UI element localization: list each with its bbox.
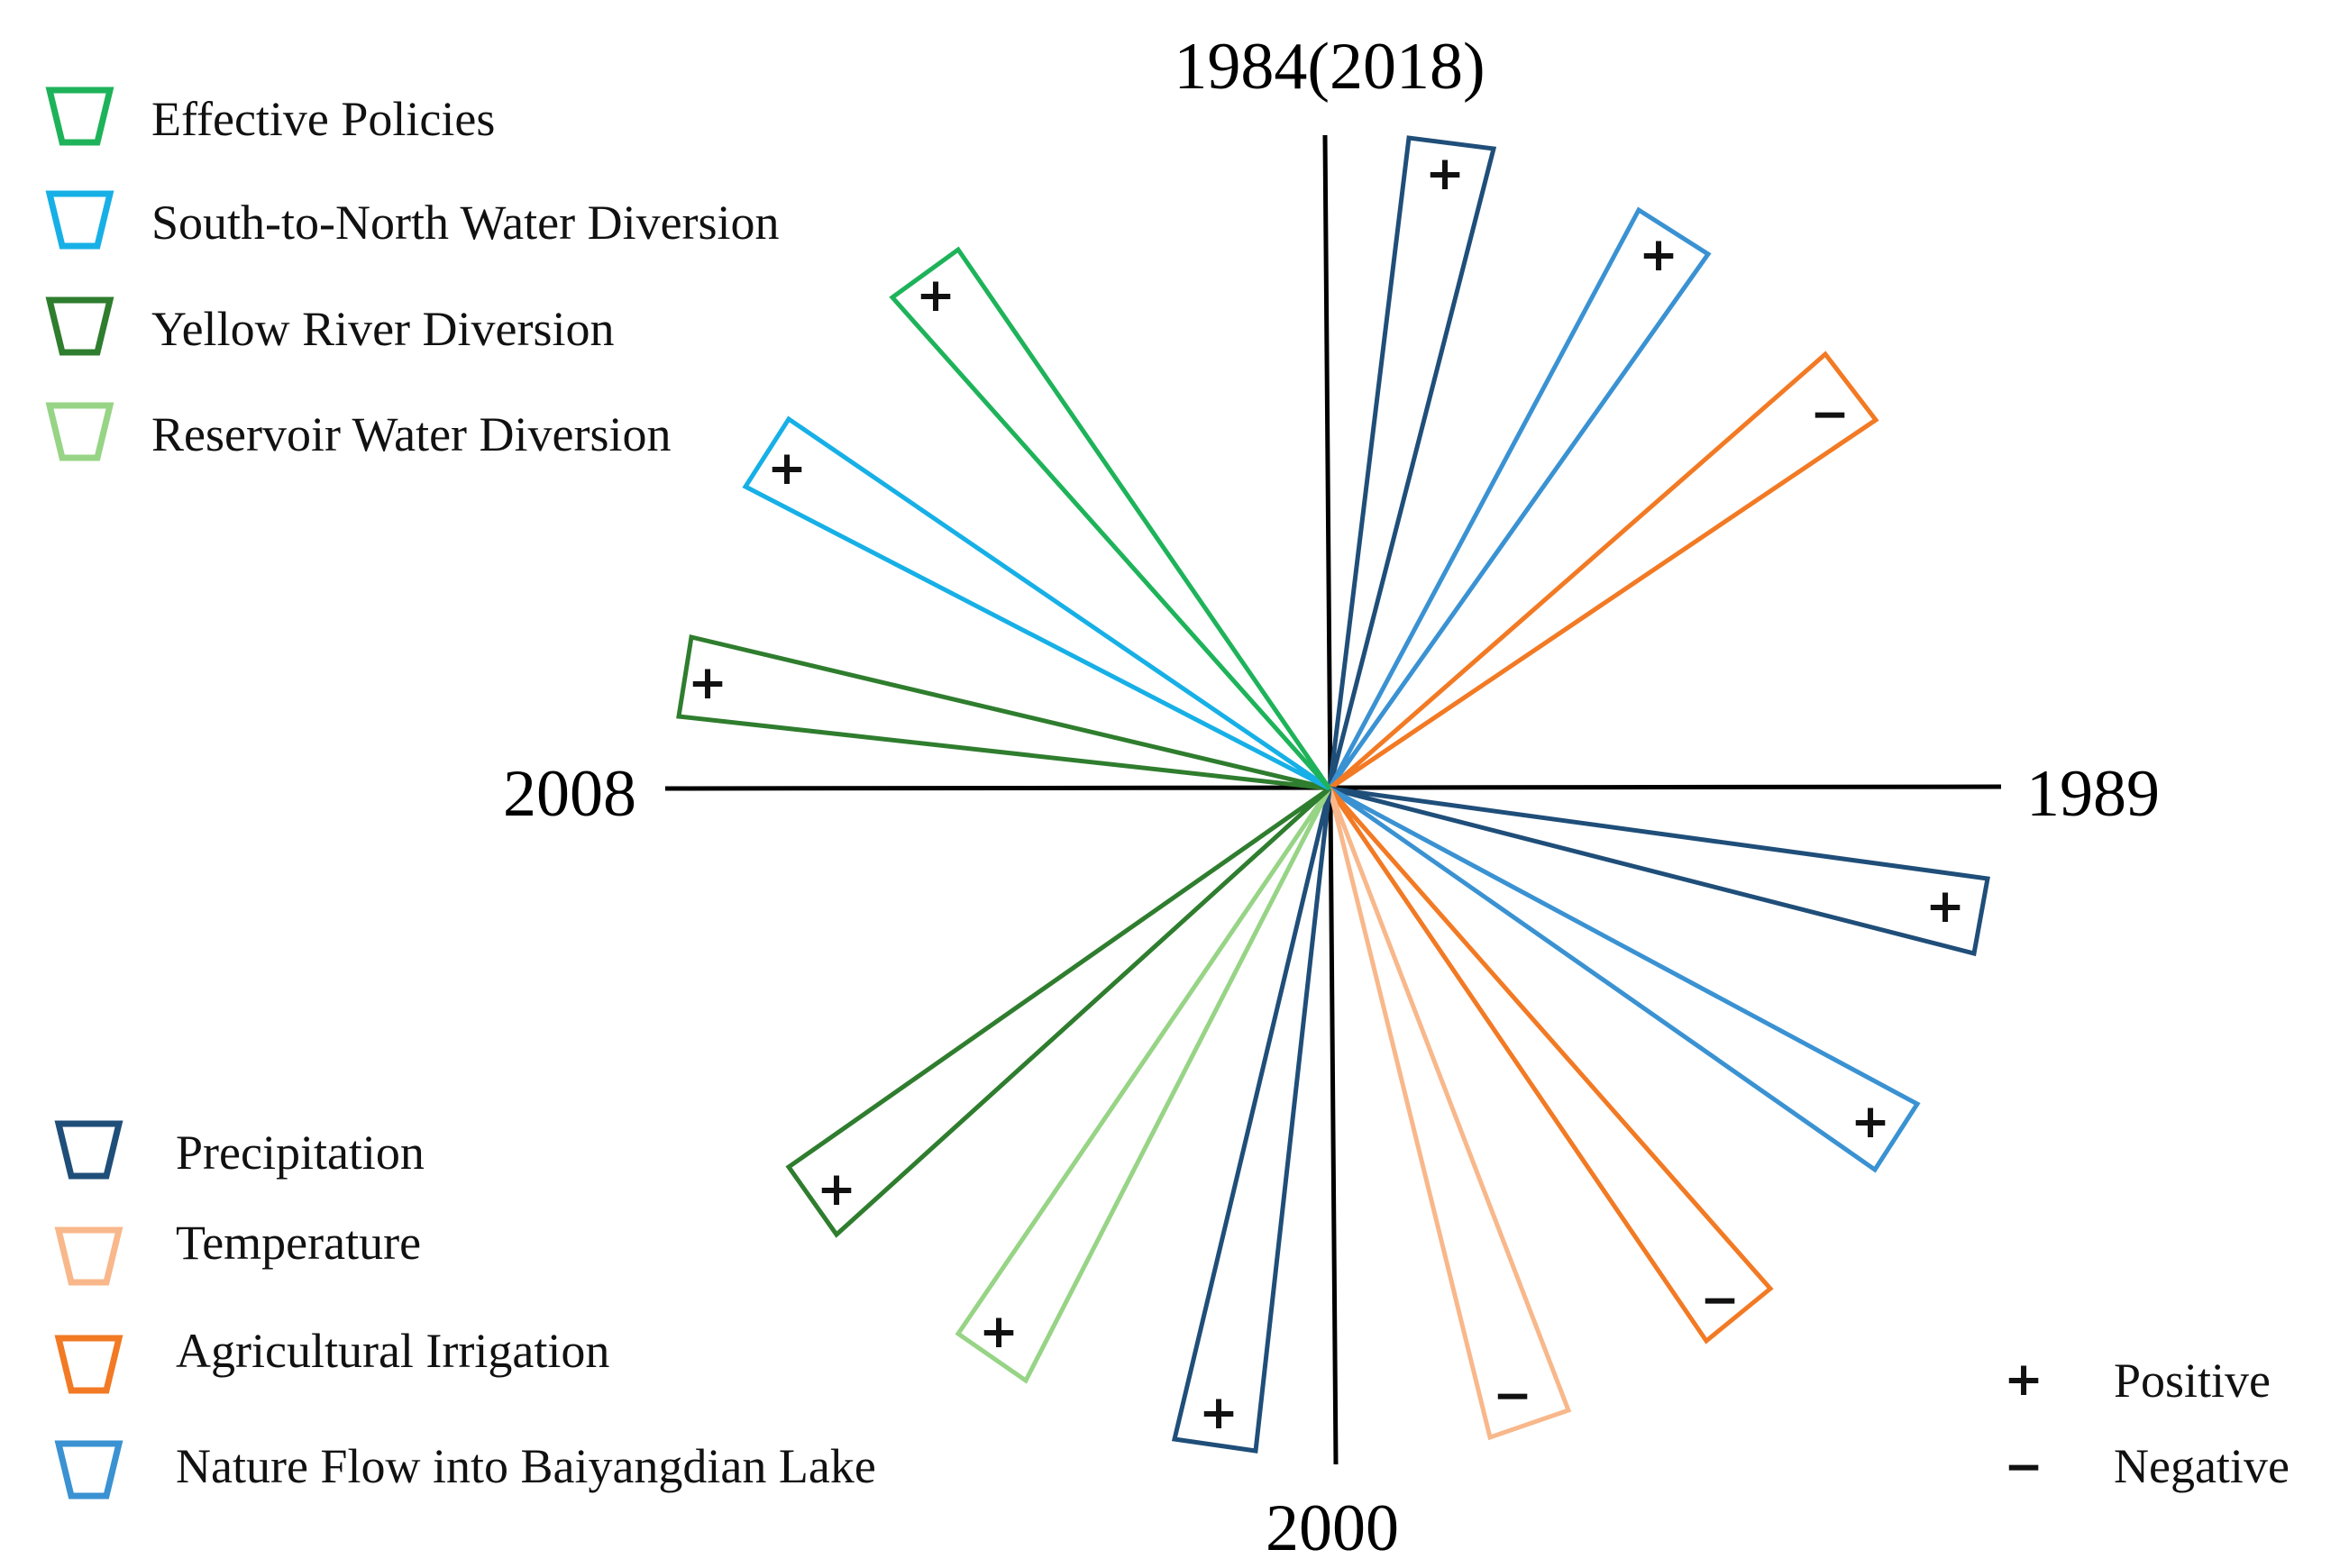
wedge-irrigation-1984 [1328, 351, 1879, 791]
legend-swatch [54, 1440, 123, 1500]
positive-symbol: + [2004, 1353, 2043, 1407]
sign-mark: − [1700, 1273, 1740, 1327]
legend-item-effective-policies: Effective Policies [45, 87, 495, 146]
wedge-nature-flow-1984 [1327, 206, 1712, 790]
sign-mark: + [1851, 1095, 1890, 1149]
sign-mark: + [688, 656, 727, 710]
wedge-precipitation-1984 [1327, 135, 1497, 789]
wedge-precipitation-2000 [1171, 788, 1332, 1454]
legend-swatch [45, 296, 114, 356]
sign-mark: + [1639, 228, 1678, 282]
legend-swatch [54, 1120, 123, 1180]
legend-label: Effective Policies [151, 92, 495, 146]
negative-label: Negative [2114, 1439, 2290, 1493]
legend-swatch [54, 1226, 123, 1286]
legend-item-south-to-north: South-to-North Water Diversion [45, 190, 780, 250]
legend-label: Agricultural Irrigation [176, 1324, 609, 1378]
axis-label-top: 1984(2018) [1174, 30, 1485, 104]
sign-legend: + Positive − Negative [2004, 1353, 2290, 1494]
legend-item-nature-flow: Nature Flow into Baiyangdian Lake [54, 1439, 876, 1500]
sign-mark: + [817, 1162, 856, 1217]
sign-mark: + [767, 442, 807, 496]
legend-item-agricultural-irrigation: Agricultural Irrigation [54, 1324, 609, 1394]
wedge-policies-2008 [889, 246, 1332, 790]
legend-label: Nature Flow into Baiyangdian Lake [176, 1439, 876, 1493]
wedge-south-to-north-2008 [742, 415, 1331, 791]
legend-item-temperature: Temperature [54, 1216, 421, 1286]
legend-item-precipitation: Precipitation [54, 1120, 425, 1180]
legend-item-reservoir: Reservoir Water Diversion [45, 402, 672, 461]
axis-label-bottom: 2000 [1266, 1491, 1399, 1565]
legend-label: Temperature [176, 1216, 421, 1270]
sign-mark: + [916, 269, 955, 323]
sign-mark: − [1810, 387, 1850, 442]
legend-item-yellow-river: Yellow River Diversion [45, 296, 615, 356]
sign-mark: + [1925, 880, 1965, 934]
wedge-yellow-river-2000 [785, 786, 1331, 1238]
sign-mark: − [1493, 1369, 1532, 1423]
wedge-temperature-2000 [1327, 788, 1572, 1441]
legend-label: Precipitation [176, 1126, 425, 1180]
wedge-precipitation-1989 [1329, 786, 1990, 957]
wedge-nature-flow-1989 [1328, 786, 1921, 1173]
axis-label-left: 2008 [503, 757, 636, 831]
wedge-reservoir-2000 [955, 787, 1332, 1384]
wedge-irrigation-1989 [1327, 787, 1774, 1345]
legend-swatch [45, 190, 114, 250]
sign-mark: + [979, 1305, 1019, 1359]
legend-top: Effective Policies South-to-North Water … [45, 87, 780, 461]
sign-mark: + [1199, 1386, 1239, 1440]
legend-swatch [45, 402, 114, 461]
positive-label: Positive [2114, 1354, 2271, 1408]
legend-bottom: Precipitation Temperature Agricultural I… [54, 1120, 876, 1500]
legend-label: South-to-North Water Diversion [151, 196, 780, 250]
wedge-yellow-river-2008 [676, 634, 1330, 791]
sign-mark: + [1425, 147, 1465, 201]
legend-swatch [54, 1335, 123, 1394]
legend-swatch [45, 87, 114, 146]
legend-label: Yellow River Diversion [151, 302, 615, 356]
negative-symbol: − [2004, 1440, 2043, 1494]
legend-label: Reservoir Water Diversion [151, 407, 672, 461]
axis-label-right: 1989 [2026, 757, 2160, 831]
